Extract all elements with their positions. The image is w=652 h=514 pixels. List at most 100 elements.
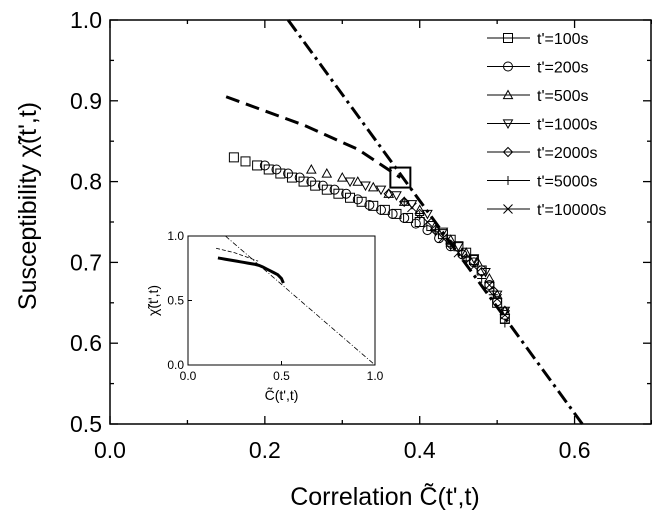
data-point <box>259 160 270 171</box>
data-point <box>500 310 510 320</box>
data-point <box>341 188 352 199</box>
data-point <box>500 318 510 328</box>
data-point <box>446 241 456 251</box>
x-axis-label: Correlation C̃(t',t) <box>290 483 480 511</box>
inset-plot: 0.0 0.5 1.0 0.0 0.5 1.0 C̃(t',t) χ̃(t',t) <box>145 229 384 403</box>
main-plot: 0.0 0.2 0.4 0.60.50.60.70.80.91.0t'=100st'=… <box>70 7 652 463</box>
data-point <box>499 306 511 317</box>
data-point <box>461 256 471 266</box>
legend-marker <box>502 146 514 158</box>
highlight-square <box>389 166 412 189</box>
data-point <box>364 200 375 211</box>
inset-x-axis-label: C̃(t',t) <box>265 387 299 403</box>
inset-frame <box>187 235 376 366</box>
legend-label: t'=10000s <box>537 202 606 219</box>
data-point <box>480 267 491 278</box>
dashed-reference-line <box>225 95 402 179</box>
data-point <box>399 212 410 223</box>
legend-marker <box>502 119 514 130</box>
data-point <box>352 194 363 205</box>
data-point <box>391 208 402 219</box>
x-tick-label: 0.4 <box>404 437 436 463</box>
legend-marker <box>503 204 513 214</box>
data-point <box>383 188 395 198</box>
inset-data-curve <box>217 256 285 284</box>
data-point <box>317 180 328 191</box>
legend-label: t'=500s <box>537 88 589 105</box>
legend: t'=100s t'=200s t'=500s t'=1000s t'=2000s t'=… <box>487 31 606 219</box>
legend-marker <box>503 176 513 185</box>
series-triangle-down <box>344 177 511 317</box>
data-point <box>399 197 409 207</box>
data-point <box>228 152 239 163</box>
y-tick-label: 0.8 <box>70 169 102 195</box>
data-point <box>306 176 317 187</box>
data-point <box>387 208 398 219</box>
data-point <box>383 188 394 199</box>
inset-x-tick-label: 0.5 <box>273 369 290 383</box>
data-point <box>430 227 440 237</box>
data-point <box>484 273 495 283</box>
legend-marker <box>503 33 513 43</box>
data-point <box>438 233 448 244</box>
x-tick-label: 0.0 <box>94 437 126 463</box>
inset-x-tick-label: 0.0 <box>180 369 197 383</box>
inset-y-tick-label: 1.0 <box>167 229 184 243</box>
inset-dashed-line <box>215 247 259 262</box>
y-axis-label: Susceptibility χ̃(t',t) <box>14 102 42 310</box>
data-point <box>407 202 417 213</box>
data-point <box>352 176 364 186</box>
series-diamond <box>383 188 511 317</box>
data-point <box>294 172 305 183</box>
inset-y-tick-label: 0.0 <box>167 358 184 372</box>
y-tick-label: 0.5 <box>70 411 102 437</box>
data-point <box>410 218 421 229</box>
data-point <box>453 242 464 252</box>
y-tick-label: 0.9 <box>70 88 102 114</box>
data-point <box>252 160 263 171</box>
legend-label: t'=5000s <box>537 174 597 191</box>
legend-label: t'=2000s <box>537 145 597 162</box>
x-tick-label: 0.2 <box>249 437 281 463</box>
data-point <box>403 212 414 223</box>
data-point <box>415 211 425 221</box>
data-point <box>336 172 348 182</box>
y-tick-label: 0.6 <box>70 330 102 356</box>
data-point <box>329 184 340 195</box>
data-point <box>422 217 433 227</box>
data-point <box>453 247 464 258</box>
data-point <box>484 280 495 290</box>
inset-dash-dot-line <box>225 235 376 366</box>
data-point <box>368 200 379 211</box>
legend-marker <box>502 89 514 100</box>
data-point <box>391 191 402 201</box>
data-point <box>492 296 503 307</box>
series-plus <box>399 197 510 328</box>
data-point <box>468 254 480 264</box>
data-point <box>469 261 479 272</box>
inset-x-tick-label: 1.0 <box>367 369 384 383</box>
data-point <box>271 164 282 175</box>
data-point <box>240 156 251 167</box>
data-point <box>321 167 333 178</box>
legend-label: t'=1000s <box>537 117 597 134</box>
legend-label: t'=200s <box>537 60 589 77</box>
inset-y-axis-label: χ̃(t',t) <box>145 285 161 316</box>
series-cross <box>407 202 510 320</box>
data-point <box>492 293 502 304</box>
data-point <box>472 256 484 267</box>
legend-label: t'=100s <box>537 31 589 48</box>
data-point <box>477 274 487 284</box>
data-point <box>344 177 356 188</box>
legend-marker <box>503 61 513 72</box>
data-point <box>305 163 317 174</box>
data-point <box>375 185 387 196</box>
x-tick-label: 0.6 <box>559 437 591 463</box>
data-point <box>283 168 294 179</box>
data-point <box>437 227 449 238</box>
data-point <box>367 181 379 192</box>
data-point <box>360 181 371 192</box>
inset-y-tick-label: 0.5 <box>167 294 184 308</box>
data-point <box>379 204 390 215</box>
